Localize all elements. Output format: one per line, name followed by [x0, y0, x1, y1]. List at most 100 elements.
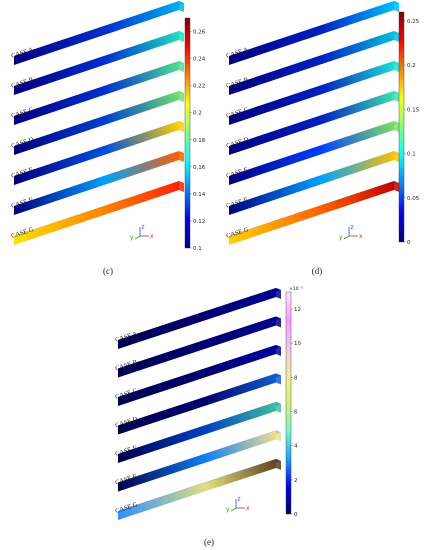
z-axis-label: z [142, 224, 145, 231]
colorbar-tick-label: 0.22 [193, 84, 205, 90]
beam-side-face [229, 1, 394, 65]
beam-a: CASE A [114, 288, 281, 349]
beam-side-face [229, 31, 394, 95]
colorbar: 0.25 0.2 0.15 0.1 0.05 0 [398, 11, 420, 246]
beam-end-face [276, 430, 281, 442]
colorbar-tick-label: 0.2 [407, 63, 416, 69]
beam-g: CASE G [10, 181, 184, 245]
beam-end-face [179, 1, 184, 12]
beam-side-face [14, 1, 179, 65]
colorbar: 12 10 8 6 4 2 0 ×10⁻³ [285, 286, 303, 518]
colorbar-tick-label: 0 [407, 240, 411, 246]
y-axis-arrow [134, 235, 141, 240]
beam-side-face [14, 181, 179, 245]
beam-end-face [276, 345, 281, 356]
y-axis-label: y [130, 234, 134, 241]
beam-f: CASE F [225, 151, 399, 215]
colorbar-tick-label: 0.26 [193, 30, 206, 36]
beam-side-face [118, 430, 276, 492]
y-axis-arrow [230, 507, 237, 512]
beam-end-face [276, 373, 281, 385]
beam-b: CASE B [10, 31, 184, 95]
panel-e-caption: (e) [204, 537, 214, 547]
colorbar-tick-label: 0.24 [193, 57, 206, 63]
beam-a: CASE A [225, 1, 399, 65]
beam-f: CASE F [10, 151, 184, 215]
beam-e: CASE E [114, 402, 281, 463]
x-axis-label: x [359, 233, 363, 240]
beam-f: CASE F [114, 430, 281, 492]
beam-g: CASE G [225, 181, 399, 245]
colorbar-tick-label: 0.12 [193, 219, 205, 225]
colorbar-tick-label: 0 [294, 512, 298, 518]
colorbar-tick-label: 8 [294, 375, 298, 381]
panel-c-caption: (c) [103, 266, 113, 276]
y-axis-label: y [226, 506, 230, 513]
beam-c: CASE C [114, 345, 281, 406]
y-axis-label: y [339, 234, 343, 241]
beam-side-face [229, 151, 394, 215]
beam-end-face [394, 61, 399, 72]
beam-side-face [229, 91, 394, 155]
colorbar-gradient [184, 17, 191, 249]
colorbar: 0.26 0.24 0.22 0.2 0.18 0.16 0.14 0.12 0.1 [184, 17, 206, 252]
beam-side-face [118, 316, 276, 378]
beam-side-face [118, 345, 276, 406]
beam-end-face [276, 459, 281, 470]
beam-d: CASE D [10, 91, 184, 155]
beam-side-face [14, 151, 179, 215]
beam-end-face [394, 181, 399, 192]
beam-end-face [394, 1, 399, 12]
beam-side-face [229, 61, 394, 125]
x-axis-label: x [150, 233, 154, 240]
beam-a: CASE A [10, 1, 184, 65]
colorbar-tick-label: 0.14 [193, 192, 206, 198]
axis-triad: z y x [226, 496, 250, 513]
beam-end-face [394, 121, 399, 132]
beam-side-face [118, 288, 276, 349]
colorbar-tick-label: 0.25 [407, 19, 420, 25]
colorbar-tick-label: 12 [294, 307, 301, 313]
beam-end-face [394, 151, 399, 162]
colorbar-gradient [398, 11, 405, 243]
colorbar-gradient [285, 291, 292, 515]
beam-e: CASE E [225, 121, 399, 185]
beam-end-face [276, 402, 281, 413]
beam-side-face [14, 61, 179, 125]
z-axis-label: z [238, 496, 241, 503]
colorbar-tick-label: 6 [294, 410, 298, 416]
beam-end-face [394, 91, 399, 102]
beam-g: CASE G [114, 459, 281, 520]
z-axis-label: z [351, 224, 354, 231]
beam-side-face [14, 31, 179, 95]
colorbar-tick-label: 4 [294, 444, 298, 450]
colorbar-exponent: ×10⁻³ [289, 286, 303, 292]
beam-end-face [276, 316, 281, 328]
y-axis-arrow [343, 235, 350, 240]
axis-triad: z y x [339, 224, 363, 241]
colorbar-tick-label: 0.18 [193, 138, 206, 144]
beam-side-face [14, 91, 179, 155]
colorbar-tick-label: 0.2 [193, 111, 202, 117]
panel-c: CASE A CASE B CASE C CASE D CASE E CASE F CASE… [0, 0, 215, 265]
colorbar-tick-label: 0.1 [407, 152, 416, 158]
colorbar-tick-label: 0.16 [193, 165, 206, 171]
beam-side-face [229, 181, 394, 245]
beam-side-face [229, 121, 394, 185]
x-axis-label: x [246, 505, 250, 512]
axis-triad: z y x [130, 224, 154, 241]
beam-end-face [179, 151, 184, 162]
beam-end-face [394, 31, 399, 42]
colorbar-tick-label: 0.15 [407, 107, 420, 113]
colorbar-tick-label: 0.1 [193, 246, 202, 252]
beam-c: CASE C [10, 61, 184, 125]
beam-side-face [14, 121, 179, 185]
beam-c: CASE C [225, 61, 399, 125]
colorbar-tick-label: 0.05 [407, 196, 420, 202]
beam-end-face [179, 31, 184, 42]
beam-b: CASE B [114, 316, 281, 378]
beam-d: CASE D [225, 91, 399, 155]
beam-b: CASE B [225, 31, 399, 95]
